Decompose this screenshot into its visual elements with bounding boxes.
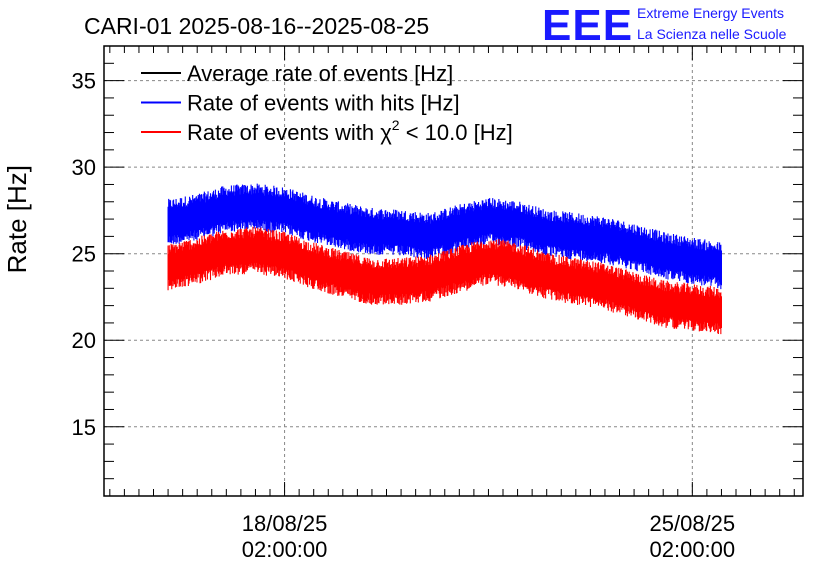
series-band	[167, 183, 722, 290]
axes: 152025303518/08/2502:00:0025/08/2502:00:…	[72, 45, 804, 562]
y-tick-label: 20	[72, 328, 96, 353]
legend-entry: Average rate of events [Hz]	[187, 61, 453, 86]
x-tick-label-date: 18/08/25	[242, 511, 328, 536]
chart-title: CARI-01 2025-08-16--2025-08-25	[84, 13, 429, 39]
eee-logo: EEE Extreme Energy Events La Scienza nel…	[542, 1, 787, 50]
x-tick-label-time: 02:00:00	[242, 537, 328, 562]
y-axis-label: Rate [Hz]	[2, 165, 32, 273]
y-tick-label: 35	[72, 69, 96, 94]
logo-line-1: Extreme Energy Events	[637, 5, 784, 21]
x-tick-label-date: 25/08/25	[650, 511, 736, 536]
legend: Average rate of events [Hz] Rate of event…	[141, 61, 513, 145]
series-band	[167, 226, 722, 335]
logo-mark: EEE	[542, 1, 633, 50]
legend-entry: Rate of events with χ2 < 10.0 [Hz]	[187, 117, 513, 145]
legend-entry: Rate of events with hits [Hz]	[187, 91, 460, 116]
logo-line-2: La Scienza nelle Scuole	[637, 26, 787, 42]
y-tick-label: 15	[72, 415, 96, 440]
x-tick-label-time: 02:00:00	[650, 537, 736, 562]
series-layer	[167, 183, 722, 335]
y-tick-label: 25	[72, 242, 96, 267]
y-tick-label: 30	[72, 155, 96, 180]
